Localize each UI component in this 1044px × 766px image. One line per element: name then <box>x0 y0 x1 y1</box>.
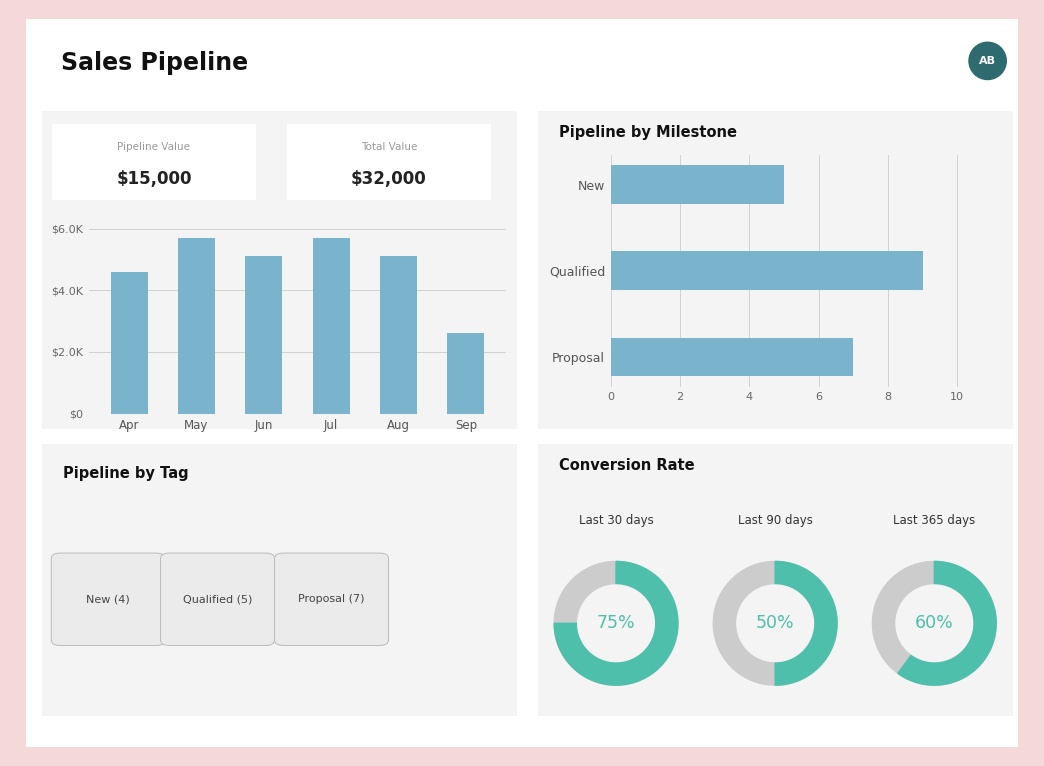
Polygon shape <box>737 585 813 662</box>
Bar <box>611 338 853 376</box>
FancyBboxPatch shape <box>275 553 388 646</box>
Text: Sales Pipeline: Sales Pipeline <box>61 51 247 75</box>
FancyBboxPatch shape <box>51 553 165 646</box>
Polygon shape <box>577 585 655 662</box>
Polygon shape <box>713 561 837 685</box>
Polygon shape <box>554 561 678 685</box>
Text: Last 365 days: Last 365 days <box>894 514 975 527</box>
Text: AB: AB <box>979 56 996 66</box>
Text: Qualified (5): Qualified (5) <box>183 594 253 604</box>
Text: 60%: 60% <box>915 614 953 632</box>
Bar <box>245 257 282 414</box>
FancyBboxPatch shape <box>161 553 275 646</box>
FancyBboxPatch shape <box>34 440 524 720</box>
Text: New (4): New (4) <box>87 594 130 604</box>
Polygon shape <box>896 585 973 662</box>
Text: Pipeline Value: Pipeline Value <box>118 142 190 152</box>
FancyBboxPatch shape <box>530 440 1020 720</box>
Bar <box>380 257 418 414</box>
FancyBboxPatch shape <box>11 8 1033 758</box>
Text: Last 30 days: Last 30 days <box>578 514 654 527</box>
Bar <box>611 251 923 290</box>
Polygon shape <box>898 561 996 685</box>
Polygon shape <box>775 561 837 685</box>
Text: Pipeline by Tag: Pipeline by Tag <box>63 466 189 481</box>
Bar <box>313 237 350 414</box>
Circle shape <box>969 42 1006 80</box>
Bar <box>177 237 215 414</box>
Text: $15,000: $15,000 <box>116 170 192 188</box>
Text: Pipeline by Milestone: Pipeline by Milestone <box>559 126 737 140</box>
FancyBboxPatch shape <box>283 123 495 201</box>
Text: $32,000: $32,000 <box>351 170 427 188</box>
Text: Last 90 days: Last 90 days <box>738 514 812 527</box>
FancyBboxPatch shape <box>48 123 260 201</box>
Text: 50%: 50% <box>756 614 794 632</box>
Text: Pipeline Forecast: Pipeline Forecast <box>63 126 206 140</box>
Bar <box>111 272 147 414</box>
FancyBboxPatch shape <box>34 106 524 434</box>
Polygon shape <box>554 561 678 685</box>
Bar <box>611 165 784 204</box>
Text: 75%: 75% <box>597 614 636 632</box>
Text: Conversion Rate: Conversion Rate <box>559 458 694 473</box>
Text: Total Value: Total Value <box>361 142 417 152</box>
Bar <box>448 333 484 414</box>
FancyBboxPatch shape <box>530 106 1020 434</box>
Text: Proposal (7): Proposal (7) <box>299 594 364 604</box>
Polygon shape <box>873 561 996 685</box>
FancyBboxPatch shape <box>26 23 1018 96</box>
